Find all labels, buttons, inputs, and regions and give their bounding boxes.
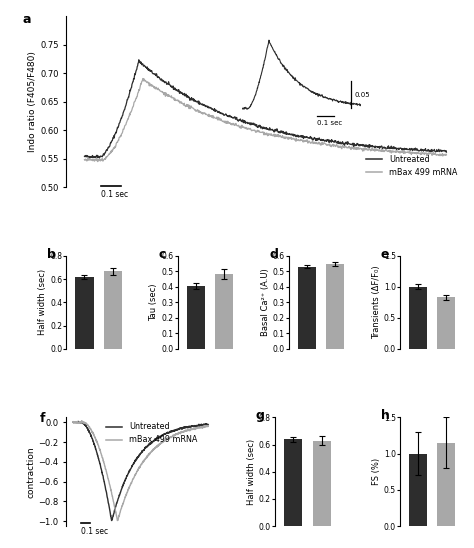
Text: f: f	[40, 412, 45, 425]
Text: e: e	[381, 248, 389, 261]
Text: c: c	[158, 248, 165, 261]
Y-axis label: contraction: contraction	[27, 446, 36, 498]
Bar	[298, 267, 316, 349]
Y-axis label: Half width (sec): Half width (sec)	[38, 269, 47, 335]
Bar	[438, 443, 456, 526]
Legend: Untreated, mBax 499 mRNA: Untreated, mBax 499 mRNA	[363, 151, 461, 180]
Text: a: a	[23, 13, 31, 26]
Text: h: h	[381, 409, 390, 421]
Y-axis label: Half width (sec): Half width (sec)	[247, 438, 256, 505]
Bar	[409, 454, 427, 526]
Bar	[75, 277, 93, 349]
Y-axis label: FS (%): FS (%)	[372, 458, 381, 486]
Text: 0.1 sec: 0.1 sec	[81, 527, 108, 535]
Legend: Untreated, mBax 499 mRNA: Untreated, mBax 499 mRNA	[103, 419, 201, 448]
Bar	[409, 287, 427, 349]
Y-axis label: Indo ratio (F405/F480): Indo ratio (F405/F480)	[28, 52, 37, 152]
Y-axis label: Basal Ca²⁺ (A.U): Basal Ca²⁺ (A.U)	[261, 269, 270, 336]
Bar	[215, 273, 233, 349]
Bar	[284, 439, 302, 526]
Y-axis label: Transients (ΔF/F₀): Transients (ΔF/F₀)	[372, 266, 381, 339]
Bar	[312, 441, 331, 526]
Text: 0.1 sec: 0.1 sec	[100, 190, 128, 198]
Text: b: b	[47, 248, 56, 261]
Bar	[326, 264, 344, 349]
Bar	[187, 286, 205, 349]
Bar	[438, 298, 456, 349]
Y-axis label: Tau (sec): Tau (sec)	[149, 283, 158, 321]
Text: d: d	[269, 248, 278, 261]
Bar	[104, 271, 122, 349]
Text: g: g	[256, 409, 264, 421]
